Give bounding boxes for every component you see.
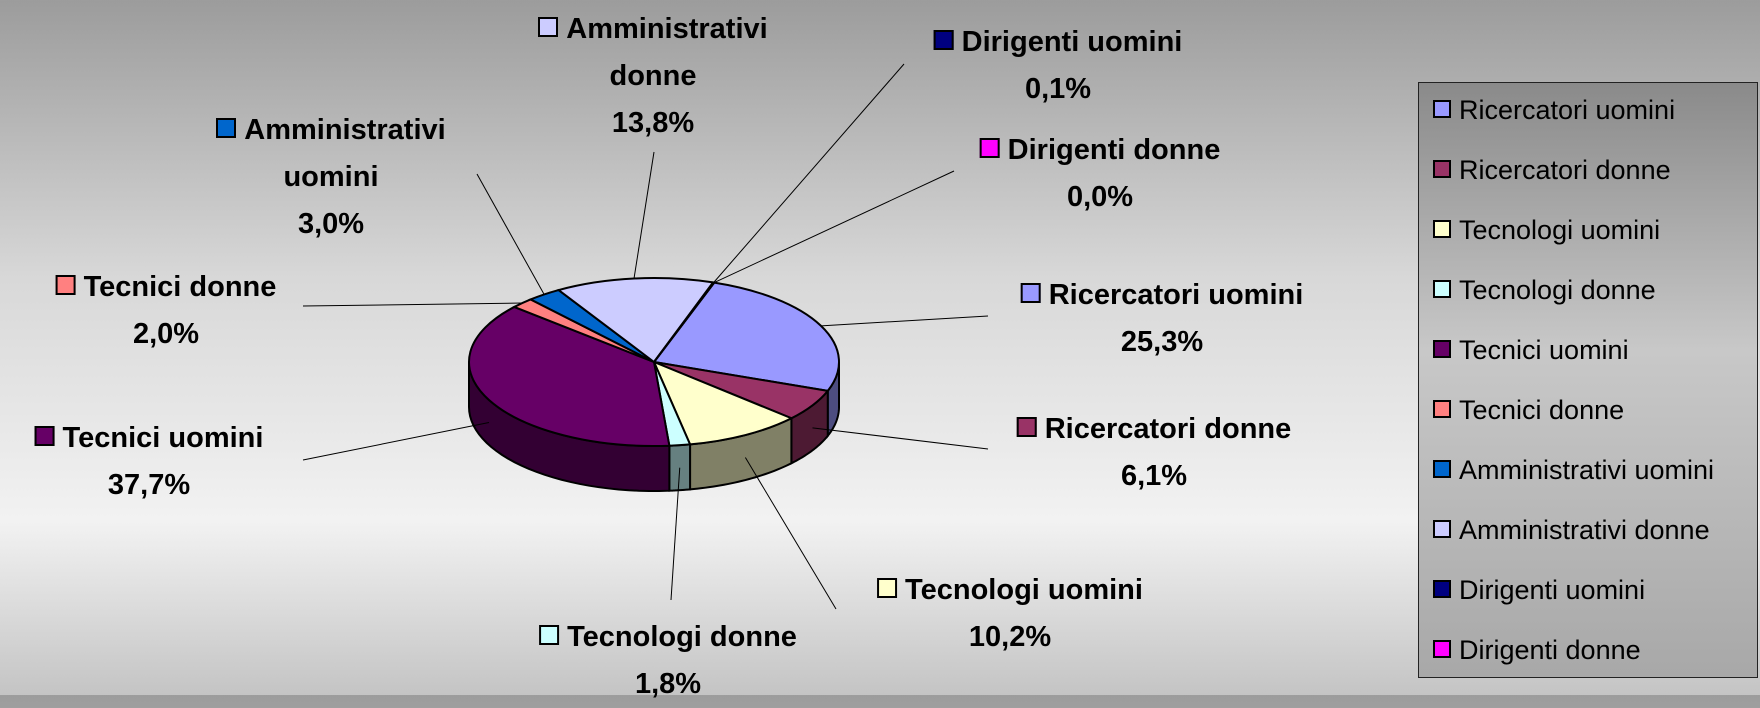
leader-line: [821, 315, 989, 327]
label-name: Ricercatori uomini: [1048, 279, 1304, 311]
legend-swatch: [1433, 220, 1451, 238]
legend-swatch: [1433, 460, 1451, 478]
data-label: Tecnici uomini 37,7%: [34, 415, 264, 509]
legend-item: Ricercatori donne: [1433, 155, 1671, 186]
label-swatch: [538, 17, 559, 37]
label-value: 6,1%: [1120, 460, 1188, 492]
leader-line: [302, 422, 490, 461]
label-value: 10,2%: [968, 621, 1052, 653]
label-name: Dirigenti donne: [1007, 134, 1221, 166]
label-value: 37,7%: [107, 469, 191, 501]
label-swatch: [539, 625, 560, 645]
label-value: 13,8%: [611, 107, 695, 139]
data-label: Dirigenti uomini 0,1%: [933, 19, 1183, 113]
data-label: Amministrativi uomini 3,0%: [186, 107, 476, 248]
legend-swatch: [1433, 280, 1451, 298]
slice: [468, 305, 671, 447]
label-value: 3,0%: [297, 208, 365, 240]
legend-item: Ricercatori uomini: [1433, 95, 1675, 126]
label-swatch: [1016, 417, 1037, 437]
legend-label: Dirigenti donne: [1459, 635, 1641, 665]
legend-label: Tecnologi donne: [1459, 275, 1656, 305]
leader-line: [744, 457, 837, 610]
leader-line: [670, 467, 681, 601]
label-value: 25,3%: [1120, 326, 1204, 358]
label-value: 2,0%: [132, 318, 200, 350]
slice-side: [668, 443, 692, 492]
leader-line: [302, 302, 523, 307]
legend-label: Amministrativi donne: [1459, 515, 1710, 545]
label-name: Amministrativi donne: [566, 13, 768, 92]
label-name: Dirigenti uomini: [961, 26, 1183, 58]
legend-label: Dirigenti uomini: [1459, 575, 1646, 605]
legend-label: Tecnici donne: [1459, 395, 1625, 425]
label-swatch: [877, 578, 898, 598]
label-name: Amministrativi uomini: [244, 114, 446, 193]
legend-label: Ricercatori donne: [1459, 155, 1671, 185]
legend-swatch: [1433, 580, 1451, 598]
label-value: 0,1%: [1024, 73, 1092, 105]
data-label: Amministrativi donne 13,8%: [508, 6, 798, 147]
legend-label: Tecnici uomini: [1459, 335, 1629, 365]
legend-item: Tecnici donne: [1433, 395, 1624, 426]
leader-line: [812, 427, 989, 450]
legend: Ricercatori uomini Ricercatori donne Tecno…: [1418, 82, 1758, 678]
legend-swatch: [1433, 100, 1451, 118]
legend-item: Dirigenti uomini: [1433, 575, 1645, 606]
legend-label: Amministrativi uomini: [1459, 455, 1715, 485]
data-label: Dirigenti donne 0,0%: [979, 127, 1221, 221]
leader-line: [633, 151, 655, 279]
leader-line: [476, 173, 545, 295]
legend-item: Tecnologi uomini: [1433, 215, 1660, 246]
legend-swatch: [1433, 640, 1451, 658]
slice: [652, 360, 794, 446]
label-value: 1,8%: [634, 668, 702, 700]
label-name: Tecnologi donne: [567, 621, 797, 653]
legend-item: Amministrativi uomini: [1433, 455, 1714, 486]
label-name: Tecnici uomini: [62, 422, 264, 454]
slice: [556, 277, 715, 364]
label-name: Tecnologi uomini: [905, 574, 1143, 606]
label-value: 0,0%: [1066, 181, 1134, 213]
legend-item: Tecnici uomini: [1433, 335, 1629, 366]
data-label: Tecnici donne 2,0%: [55, 264, 277, 358]
legend-swatch: [1433, 520, 1451, 538]
legend-label: Ricercatori uomini: [1459, 95, 1676, 125]
legend-label: Tecnologi uomini: [1459, 215, 1661, 245]
legend-swatch: [1433, 340, 1451, 358]
label-swatch: [1020, 283, 1041, 303]
legend-item: Tecnologi donne: [1433, 275, 1656, 306]
legend-item: Amministrativi donne: [1433, 515, 1710, 546]
leader-line: [714, 170, 955, 284]
leader-line: [713, 63, 905, 283]
label-name: Tecnici donne: [83, 271, 277, 303]
label-name: Ricercatori donne: [1044, 413, 1292, 445]
data-label: Tecnologi uomini 10,2%: [877, 567, 1143, 661]
label-swatch: [933, 30, 954, 50]
label-swatch: [55, 275, 76, 295]
data-label: Ricercatori donne 6,1%: [1016, 406, 1292, 500]
label-swatch: [979, 138, 1000, 158]
data-label: Tecnologi donne 1,8%: [539, 614, 797, 708]
data-label: Ricercatori uomini 25,3%: [1020, 272, 1304, 366]
legend-swatch: [1433, 160, 1451, 178]
legend-swatch: [1433, 400, 1451, 418]
label-swatch: [34, 426, 55, 446]
label-swatch: [216, 118, 237, 138]
legend-item: Dirigenti donne: [1433, 635, 1641, 666]
